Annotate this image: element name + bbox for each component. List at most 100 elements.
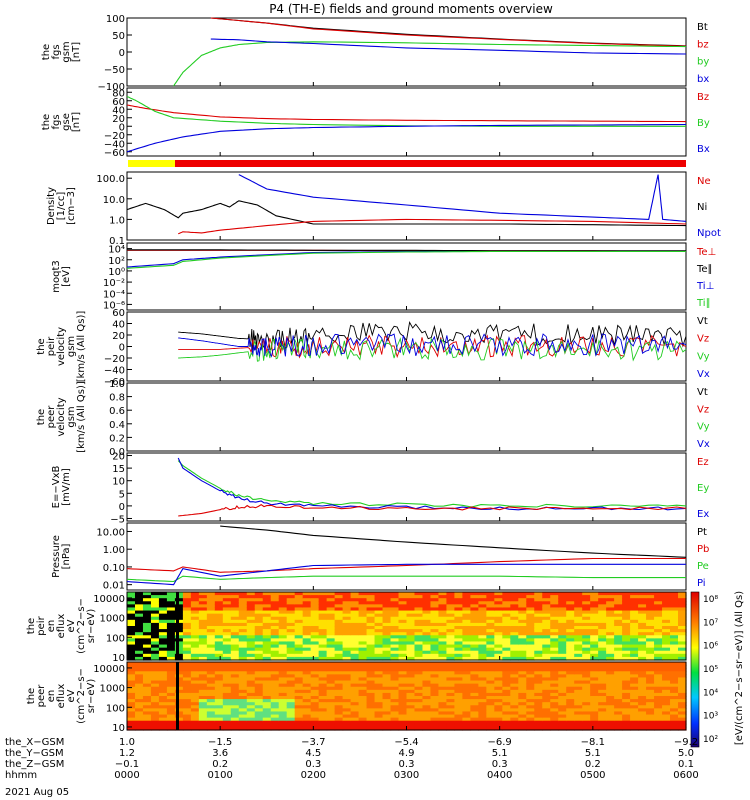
spectrogram-cell xyxy=(398,723,408,728)
spectrogram-cell xyxy=(446,668,456,672)
spectrogram-cell xyxy=(534,626,543,630)
spectrogram-cell xyxy=(366,702,376,706)
spectrogram-cell xyxy=(566,610,575,615)
spectrogram-cell xyxy=(366,607,376,612)
spectrogram-cell xyxy=(526,717,535,722)
spectrogram-cell xyxy=(622,647,631,652)
spectrogram-cell xyxy=(646,595,655,599)
spectrogram-cell xyxy=(590,619,599,624)
spectrogram-cell xyxy=(134,607,144,612)
spectrogram-cell xyxy=(550,683,559,688)
spectrogram-cell xyxy=(550,638,559,643)
spectrogram-cell xyxy=(270,629,280,633)
spectrogram-cell xyxy=(614,677,623,682)
y-tick-label: 1.0 xyxy=(109,379,125,390)
spectrogram-cell xyxy=(310,601,320,605)
spectrogram-cell xyxy=(198,622,208,627)
spectrogram-cell xyxy=(254,699,264,703)
spectrogram-cell xyxy=(278,638,288,643)
spectrogram-cell xyxy=(526,671,535,675)
spectrogram-cell xyxy=(294,638,304,643)
spectrogram-cell xyxy=(670,665,679,669)
spectrogram-cell xyxy=(310,653,320,658)
spectrogram-cell xyxy=(174,689,184,694)
spectrogram-cell xyxy=(550,619,559,624)
spectrogram-cell xyxy=(366,635,376,639)
spectrogram-cell xyxy=(326,677,336,682)
spectrogram-cell xyxy=(358,692,368,697)
spectrogram-cell xyxy=(614,641,623,646)
spectrogram-cell xyxy=(646,662,655,666)
spectrogram-cell xyxy=(622,592,631,596)
spectrogram-cell xyxy=(158,610,168,615)
spectrogram-cell xyxy=(622,692,631,697)
spectrogram-cell xyxy=(494,641,503,646)
spectrogram-cell xyxy=(614,696,623,700)
spectrogram-cell xyxy=(182,677,192,682)
spectrogram-cell xyxy=(286,696,296,700)
spectrogram-cell xyxy=(630,726,639,731)
spectrogram-cell xyxy=(454,683,463,688)
spectrogram-cell xyxy=(494,720,503,725)
spectrogram-cell xyxy=(430,604,440,609)
spectrogram-cell xyxy=(254,650,264,655)
spectrogram-cell xyxy=(238,714,248,719)
spectrogram-cell xyxy=(438,629,448,633)
spectrogram-cell xyxy=(198,610,208,615)
spectrogram-cell xyxy=(214,619,224,624)
spectrogram-cell xyxy=(182,632,192,636)
spectrogram-cell xyxy=(566,674,575,679)
spectrogram-cell xyxy=(462,705,471,709)
spectrogram-cell xyxy=(470,644,479,649)
spectrogram-cell xyxy=(502,699,511,703)
spectrogram-cell xyxy=(318,619,328,624)
spectrogram-cell xyxy=(134,601,144,605)
spectrogram-cell xyxy=(198,680,208,685)
spectrogram-cell xyxy=(470,671,479,675)
spectrogram-cell xyxy=(518,668,527,672)
spectrogram-cell xyxy=(350,616,360,621)
spectrogram-cell xyxy=(302,720,312,725)
spectrogram-cell xyxy=(478,607,487,612)
spectrogram-cell xyxy=(574,720,583,725)
spectrogram-cell xyxy=(430,662,440,666)
spectrogram-cell xyxy=(534,714,543,719)
spectrogram-cell xyxy=(350,635,360,639)
spectrogram-cell xyxy=(502,677,511,682)
spectrogram-cell xyxy=(670,653,679,658)
spectrogram-cell xyxy=(678,683,687,688)
spectrogram-cell xyxy=(366,619,376,624)
spectrogram-cell xyxy=(662,692,671,697)
spectrogram-cell xyxy=(518,632,527,636)
spectrogram-cell xyxy=(350,668,360,672)
spectrogram-cell xyxy=(646,683,655,688)
spectrogram-cell xyxy=(446,680,456,685)
spectrogram-cell xyxy=(590,711,599,716)
spectrogram-cell xyxy=(366,683,376,688)
spectrogram-cell xyxy=(374,686,384,691)
spectrogram-cell xyxy=(438,598,448,602)
spectrogram-cell xyxy=(494,604,503,609)
spectrogram-cell xyxy=(318,726,328,731)
spectrogram-cell xyxy=(382,683,392,688)
spectrogram-cell xyxy=(134,647,144,652)
spectrogram-cell xyxy=(430,696,440,700)
spectrogram-cell xyxy=(318,598,328,602)
spectrogram-cell xyxy=(230,674,240,679)
spectrogram-cell xyxy=(366,644,376,649)
spectrogram-cell xyxy=(294,726,304,731)
spectrogram-cell xyxy=(198,674,208,679)
legend-entry: Pt xyxy=(697,527,707,538)
spectrogram-cell xyxy=(398,619,408,624)
spectrogram-cell xyxy=(558,595,567,599)
spectrogram-cell xyxy=(230,717,240,722)
spectrogram-cell xyxy=(127,610,136,615)
spectrogram-cell xyxy=(374,641,384,646)
spectrogram-cell xyxy=(406,638,416,643)
spectrogram-cell xyxy=(214,598,224,602)
spectrogram-cell xyxy=(198,650,208,655)
spectrogram-cell xyxy=(558,714,567,719)
spectrogram-cell xyxy=(334,638,344,643)
spectrogram-cell xyxy=(614,662,623,666)
spectrogram-cell xyxy=(590,644,599,649)
